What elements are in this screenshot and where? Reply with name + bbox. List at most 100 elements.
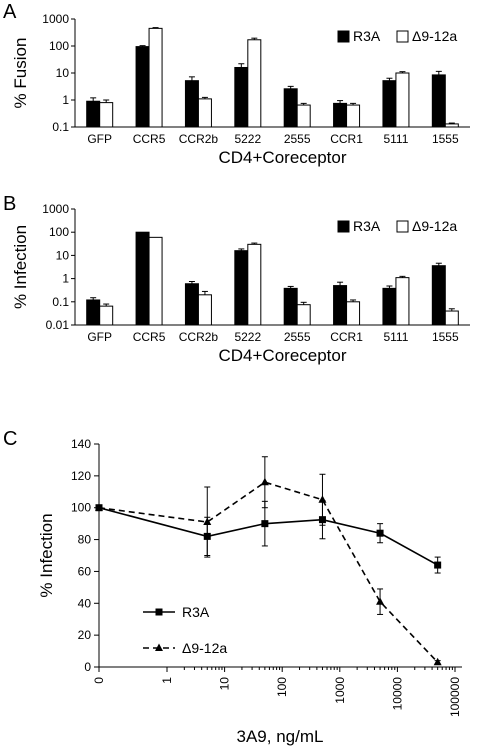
data-point	[95, 503, 103, 511]
series-line	[98, 481, 439, 663]
legend-marker	[155, 643, 163, 651]
legend-swatch	[337, 220, 350, 233]
x-tick-label: CCR2b	[179, 330, 219, 344]
bar	[431, 265, 446, 326]
legend-label: R3A	[353, 28, 381, 44]
y-axis-title: % Infection	[37, 513, 56, 597]
x-axis-title: CD4+Coreceptor	[218, 148, 346, 167]
y-tick-label: 140	[71, 437, 91, 451]
bar	[283, 88, 298, 128]
bar	[247, 39, 262, 128]
legend-label: R3A	[353, 218, 381, 234]
bar	[346, 104, 361, 128]
legend-label: Δ9-12a	[412, 28, 457, 44]
x-tick-label: 10000	[390, 677, 404, 711]
bar	[296, 104, 311, 128]
panel-letter: C	[3, 428, 17, 450]
y-tick-label: 100	[71, 501, 91, 515]
bar	[296, 304, 311, 326]
data-point	[376, 597, 385, 605]
x-tick-label: 100000	[448, 677, 462, 717]
x-tick-label: 5222	[234, 330, 261, 344]
x-tick-label: CCR5	[133, 132, 166, 146]
data-point	[203, 517, 212, 526]
y-tick-label: 1	[62, 272, 69, 286]
bar	[395, 277, 410, 326]
y-tick-label: 10	[56, 248, 70, 262]
x-tick-label: 1000	[333, 677, 347, 704]
y-tick-label: 120	[71, 469, 91, 483]
x-tick-label: GFP	[87, 132, 112, 146]
y-tick-label: 20	[78, 628, 92, 642]
bar	[99, 102, 114, 128]
bar	[333, 102, 348, 128]
x-tick-label: 2555	[284, 132, 311, 146]
legend-label: R3A	[182, 604, 210, 620]
bar	[346, 301, 361, 326]
panel-a: A 0.1 1 10 100 1000 GFP CCR5 CCR2b 5222 2555 CCR1 51…	[3, 1, 470, 167]
y-tick-label: 100	[49, 225, 69, 239]
y-tick-label: 10	[56, 66, 70, 80]
y-tick-label: 0	[84, 660, 91, 674]
data-point	[318, 495, 327, 503]
data-point	[261, 520, 269, 528]
legend-swatch	[396, 30, 409, 43]
x-tick-label: CCR1	[330, 330, 363, 344]
y-tick-label: 1000	[42, 202, 69, 216]
bar	[234, 66, 249, 128]
legend-marker	[155, 608, 163, 616]
y-axis-title: % Infection	[11, 225, 30, 309]
data-point	[376, 529, 384, 537]
y-tick-label: 1	[62, 93, 69, 107]
panel-letter: B	[3, 193, 16, 215]
x-tick-label: 2555	[284, 330, 311, 344]
bar	[395, 72, 410, 128]
legend-label: Δ9-12a	[412, 218, 457, 234]
x-tick-label: 1555	[432, 330, 459, 344]
y-tick-label: 80	[78, 533, 92, 547]
data-point	[260, 477, 269, 486]
bar	[184, 283, 199, 326]
y-tick-label: 0.01	[46, 318, 70, 332]
x-tick-label: 0	[92, 677, 106, 684]
bar	[135, 46, 150, 128]
bar	[247, 243, 262, 326]
bar	[234, 250, 249, 326]
x-axis-title: CD4+Coreceptor	[218, 346, 346, 365]
y-tick-label: 0.1	[52, 295, 69, 309]
x-tick-label: 5111	[383, 330, 408, 344]
bar	[382, 287, 397, 326]
x-tick-label: 100	[275, 677, 289, 697]
data-point	[433, 657, 442, 666]
x-axis-title: 3A9, ng/mL	[237, 727, 324, 746]
bar	[444, 123, 459, 128]
bar	[283, 287, 298, 326]
x-tick-label: 5111	[383, 132, 408, 146]
bar	[197, 294, 212, 326]
x-tick-label: CCR1	[330, 132, 363, 146]
bar	[184, 80, 199, 128]
bar	[99, 305, 114, 326]
series-line	[98, 506, 439, 566]
x-tick-label: CCR2b	[179, 132, 219, 146]
y-tick-label: 100	[49, 39, 69, 53]
bar	[86, 100, 101, 128]
bar	[444, 310, 459, 326]
panel-b: B 0.01 0.1 1 10 100 1000 GFP CCR5 CCR2b 5222 2555 CC…	[3, 193, 470, 365]
data-point	[434, 561, 442, 569]
x-tick-label: GFP	[87, 330, 112, 344]
x-tick-label: CCR5	[133, 330, 166, 344]
x-tick-label: 5222	[234, 132, 261, 146]
x-tick-label: 10	[218, 677, 232, 691]
y-axis-title: % Fusion	[11, 38, 30, 109]
legend-label: Δ9-12a	[182, 640, 227, 656]
legend-swatch	[337, 30, 350, 43]
y-tick-label: 0.1	[52, 120, 69, 134]
bar	[333, 285, 348, 326]
panel-letter: A	[3, 1, 17, 23]
bar	[148, 236, 163, 326]
y-tick-label: 1000	[42, 12, 69, 26]
bar	[431, 74, 446, 128]
y-tick-label: 60	[78, 564, 92, 578]
